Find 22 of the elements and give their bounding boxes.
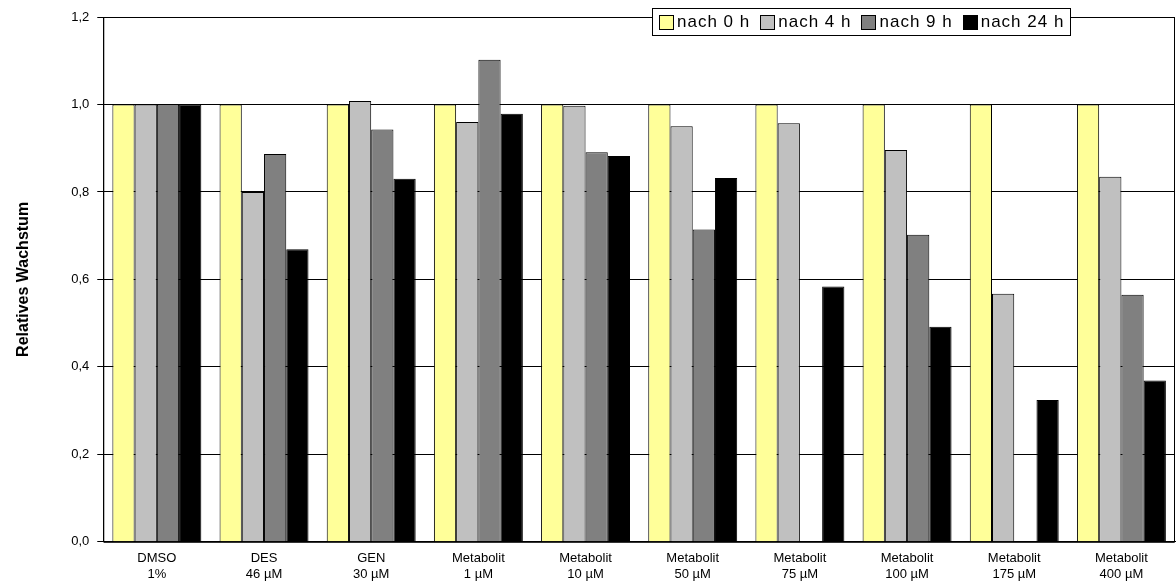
x-tick-label: Metabolit 50 µM — [666, 550, 720, 581]
y-tick-label: 0,4 — [71, 358, 90, 374]
y-axis-title: Relatives Wachstum — [14, 201, 32, 357]
y-tick-label: 0,0 — [71, 533, 90, 549]
y-tick-label: 0,6 — [71, 270, 90, 286]
y-tick-label: 0,8 — [71, 183, 90, 199]
x-tick-label: DMSO 1% — [137, 550, 177, 581]
y-tick-label: 0,2 — [71, 445, 90, 461]
x-tick-label: Metabolit 100 µM — [880, 550, 934, 581]
legend-label: nach 9 h — [879, 12, 953, 32]
x-tick-label: Metabolit 10 µM — [559, 550, 613, 581]
x-tick-label: Metabolit 400 µM — [1095, 550, 1149, 581]
y-tick-label: 1,2 — [71, 8, 90, 24]
x-tick-label: Metabolit 75 µM — [773, 550, 827, 581]
x-tick-label: Metabolit 1 µM — [452, 550, 506, 581]
legend-label: nach 0 h — [677, 12, 751, 32]
x-tick-label: DES 46 µM — [245, 550, 283, 581]
y-tick-label: 1,0 — [71, 96, 90, 112]
x-tick-label: Metabolit 175 µM — [987, 550, 1041, 581]
legend-label: nach 24 h — [980, 12, 1065, 32]
legend-label: nach 4 h — [778, 12, 852, 32]
x-tick-label: GEN 30 µM — [353, 550, 390, 581]
